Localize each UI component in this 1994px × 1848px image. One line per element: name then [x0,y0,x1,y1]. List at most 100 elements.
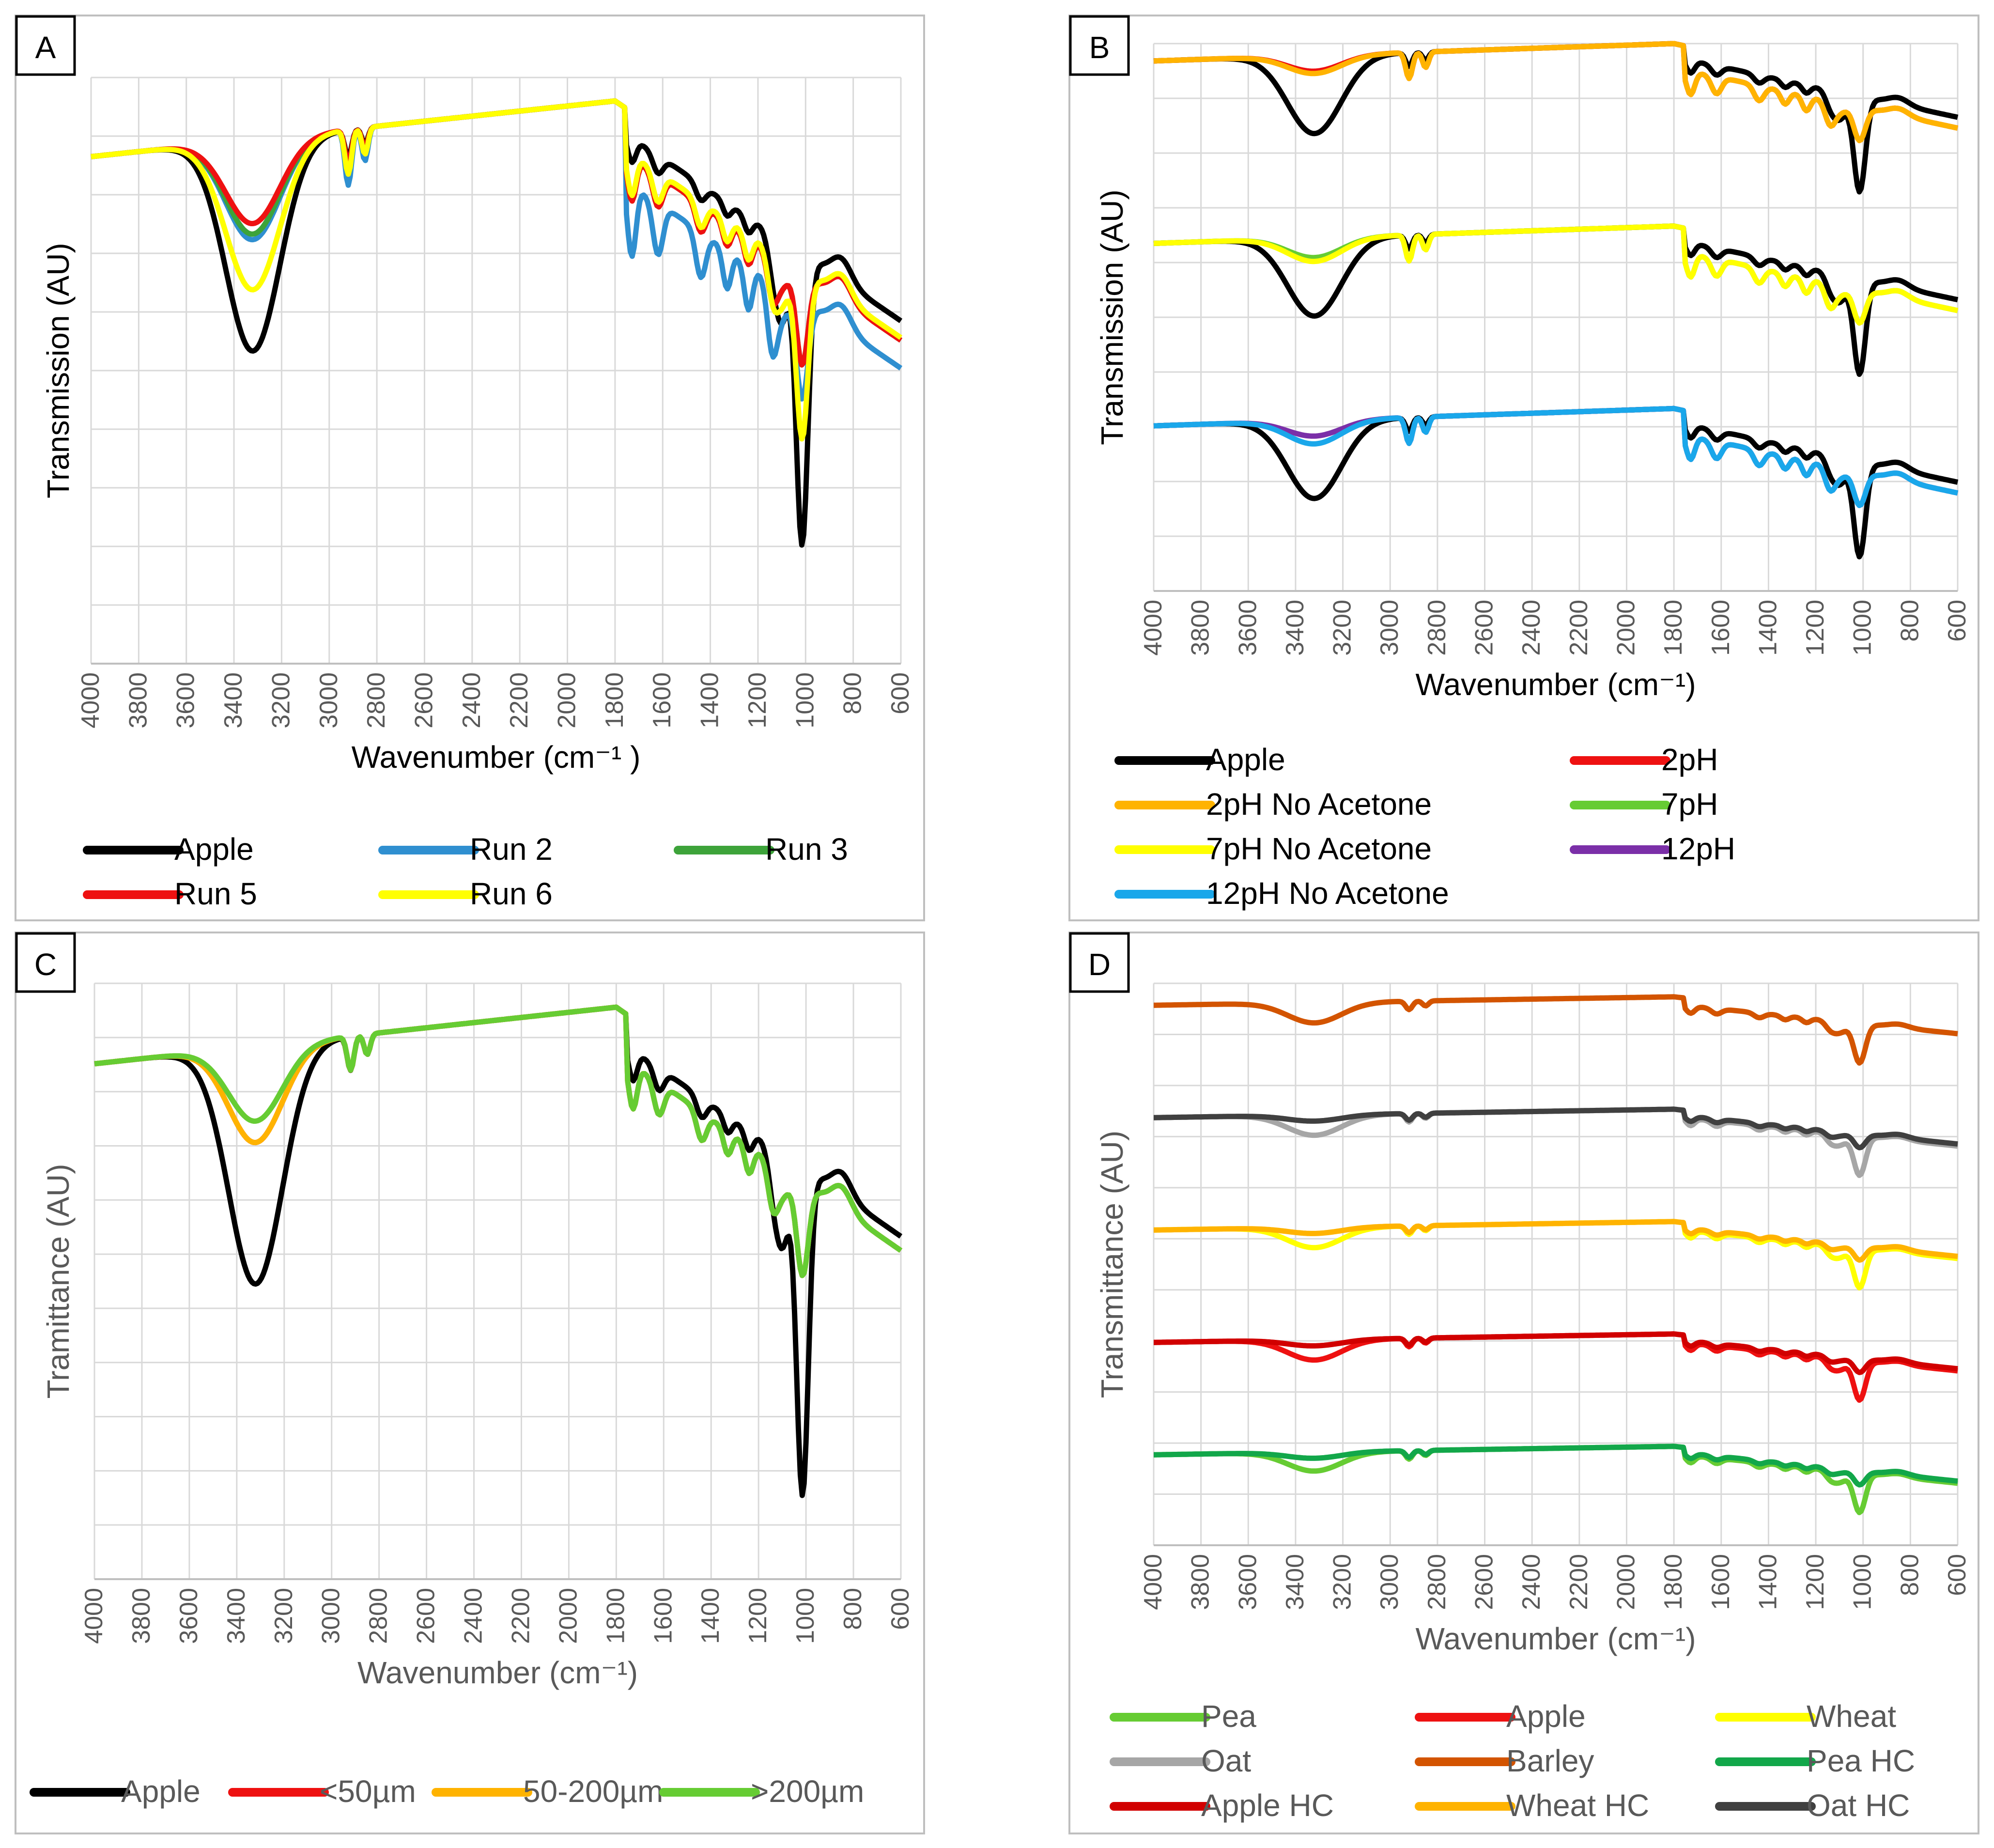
x-tick-label: 3000 [1376,600,1404,656]
legend-label: Run 3 [765,832,848,867]
legend-label: 2pH No Acetone [1206,787,1432,822]
series-line-oat-hc [1153,1106,1959,1150]
x-tick-label: 1000 [791,1588,819,1644]
x-tick-label: 1600 [649,1588,677,1644]
legend-entry: <50µm [228,1774,416,1809]
panel-b: B 4000 3800 3600 3400 3200 3000 2800 2600 2400 220… [1068,15,1979,921]
x-tick-label: 600 [886,1588,914,1630]
x-tick-label: 3200 [270,1588,298,1644]
legend-label: Oat [1201,1743,1251,1778]
series-line-12ph-no-acetone [1153,405,1959,508]
x-tick-label: 1800 [601,672,629,729]
x-tick-label: 3600 [175,1588,203,1644]
panel-c: C 4000 3800 3600 3400 3200 3000 2800 2600 2400 220… [15,932,925,1834]
y-axis-label: Transmission (AU) [41,243,76,498]
x-tick-label: 2400 [460,1588,488,1644]
x-tick-label: 2600 [1470,1554,1499,1610]
panel-letter-box [1069,15,1130,76]
x-tick-label: 2000 [1612,600,1640,656]
legend-entry: 2pH No Acetone [1114,787,1432,822]
y-axis-label: Tramittance (AU) [41,1164,76,1399]
legend-entry: Run 5 [83,876,257,911]
x-tick-label: 2800 [1423,600,1451,656]
x-tick-label: 4000 [77,672,105,729]
legend-label: Wheat HC [1506,1788,1649,1823]
legend-entry: 12pH [1570,831,1735,866]
x-tick-label: 1000 [1849,1554,1877,1610]
x-tick-label: 1200 [1801,600,1829,656]
x-tick-label: 2200 [1565,600,1593,656]
legend-entry: Barley [1415,1743,1594,1778]
panel-letter: C [34,947,57,982]
x-tick-label: 1200 [743,672,772,729]
x-tick-label: 1800 [1659,600,1687,656]
legend-label: Barley [1506,1743,1594,1778]
panel-letter-box [1069,932,1130,993]
x-tick-label: 3600 [172,672,200,729]
x-tick-label: 4000 [1139,600,1167,656]
legend-label: 2pH [1661,742,1718,777]
series-line-barley [1153,994,1959,1066]
x-tick-label: 1200 [1801,1554,1829,1610]
x-tick-label: 1800 [602,1588,630,1644]
legend-label: Pea HC [1807,1743,1915,1778]
x-tick-label: 4000 [80,1588,108,1644]
legend-entry: Apple [1114,742,1285,777]
x-tick-label: 800 [1896,600,1924,642]
x-tick-label: 2800 [1423,1554,1451,1610]
x-tick-label: 1000 [1849,600,1877,656]
x-tick-label: 3600 [1234,1554,1262,1610]
legend-entry: 50-200µm [432,1774,663,1809]
legend-label: Wheat [1807,1699,1896,1734]
legend-label: 7pH No Acetone [1206,831,1432,866]
legend-entry: Wheat HC [1415,1788,1649,1823]
x-tick-label: 3800 [1187,600,1215,656]
legend-label: Apple HC [1201,1788,1334,1823]
y-axis-label: Transmission (AU) [1095,189,1129,445]
legend-entry: Apple [30,1774,201,1809]
x-tick-label: 3400 [219,672,247,729]
x-tick-label: 2600 [410,672,438,729]
panel-letter: A [35,30,56,65]
x-tick-label: 4000 [1139,1554,1167,1610]
panel-frame [1068,932,1979,1834]
panel-letter-box [15,932,76,993]
legend-label: Apple [174,832,254,867]
series-line-2ph-no-acetone [1153,41,1959,143]
legend-entry: Run 2 [378,832,553,867]
x-tick-label: 1400 [696,672,724,729]
legend-label: >200µm [751,1774,864,1809]
x-tick-label: 2200 [505,672,533,729]
x-tick-label: 2000 [553,672,581,729]
legend-entry: 7pH No Acetone [1114,831,1432,866]
x-tick-label: 2800 [365,1588,393,1644]
x-tick-label: 3800 [1187,1554,1215,1610]
legend-entry: Oat [1110,1743,1251,1778]
x-axis-label: Wavenumber (cm⁻¹) [1415,667,1696,702]
x-tick-label: 600 [1943,1554,1971,1596]
panel-letter-box [15,15,76,76]
x-tick-label: 2000 [1612,1554,1640,1610]
x-tick-label: 1400 [696,1588,725,1644]
legend-entry: Wheat [1715,1699,1896,1734]
legend-label: Oat HC [1807,1788,1910,1823]
x-tick-label: 2200 [1565,1554,1593,1610]
series-line--200-m [93,1004,903,1278]
x-tick-label: 3200 [1329,1554,1357,1610]
panel-frame [1068,15,1979,921]
panel-a: A 4000 3800 3600 3400 3200 3000 2800 2600 2400 220… [15,15,925,921]
legend-entry: Run 3 [674,832,848,867]
legend-label: Apple [1206,742,1285,777]
x-tick-label: 3200 [267,672,295,729]
x-tick-label: 800 [839,672,867,714]
x-tick-label: 3600 [1234,600,1262,656]
x-tick-label: 1600 [648,672,676,729]
x-tick-label: 3000 [1376,1554,1404,1610]
legend-label: <50µm [320,1774,416,1809]
x-tick-label: 3400 [1281,1554,1309,1610]
x-axis-label: Wavenumber (cm⁻¹) [1415,1621,1696,1656]
x-tick-label: 1600 [1707,1554,1735,1610]
legend-entry: Apple [83,832,254,867]
legend-label: 12pH No Acetone [1206,876,1449,911]
x-tick-label: 2600 [412,1588,440,1644]
